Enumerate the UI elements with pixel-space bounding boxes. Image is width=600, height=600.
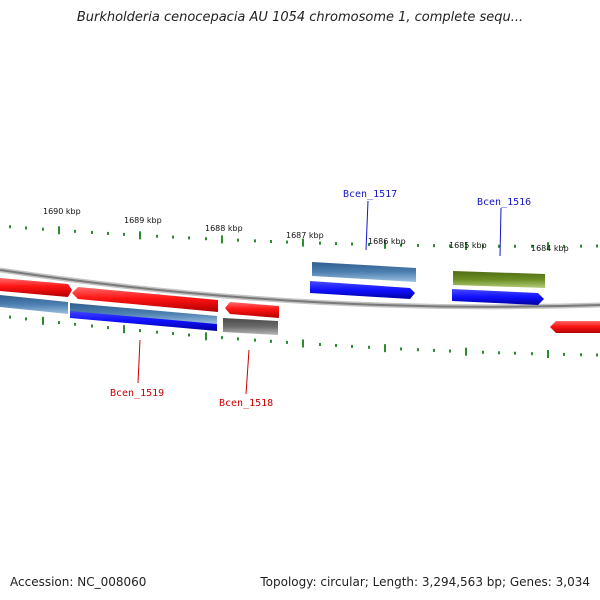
chromosome-backbone-core <box>0 269 600 308</box>
outer-scale-ticks <box>9 225 598 251</box>
leader-bcen-1516 <box>499 207 502 257</box>
gene-feature-blue-lower[interactable] <box>70 310 217 331</box>
gene-feature-red[interactable] <box>0 278 72 297</box>
gene-bcen-1517[interactable] <box>312 262 416 282</box>
gene-bcen-1518[interactable] <box>225 302 279 318</box>
scale-label: 1684 kbp <box>531 244 569 253</box>
scale-label: 1685 kbp <box>449 241 487 250</box>
scale-label: 1687 kbp <box>286 231 324 240</box>
accession-text: Accession: NC_008060 <box>10 575 147 589</box>
gene-label-bcen-1516[interactable]: Bcen_1516 <box>477 197 531 208</box>
scale-label: 1688 kbp <box>205 224 243 233</box>
gene-feature-steel-left[interactable] <box>0 295 68 314</box>
gene-label-bcen-1518[interactable]: Bcen_1518 <box>219 398 273 409</box>
map-title: Burkholderia cenocepacia AU 1054 chromos… <box>76 10 524 25</box>
summary-text: Topology: circular; Length: 3,294,563 bp… <box>260 575 590 589</box>
leader-bcen-1517 <box>365 200 369 251</box>
scale-label: 1689 kbp <box>124 216 162 225</box>
leader-bcen-1518 <box>245 349 250 395</box>
gene-feature-steel-lower[interactable] <box>70 303 217 324</box>
gene-feature-red-right[interactable] <box>550 321 600 333</box>
scale-label: 1690 kbp <box>43 207 81 216</box>
gene-label-bcen-1519[interactable]: Bcen_1519 <box>110 388 164 399</box>
gene-bcen-1519[interactable] <box>72 287 218 312</box>
gene-bcen-1516[interactable] <box>453 271 545 288</box>
gene-label-bcen-1517[interactable]: Bcen_1517 <box>343 189 397 200</box>
inner-scale-ticks <box>9 315 598 359</box>
gene-bcen-1517-strand[interactable] <box>310 281 415 299</box>
scale-label: 1686 kbp <box>368 237 406 246</box>
gene-bcen-1516-strand[interactable] <box>452 289 544 305</box>
leader-bcen-1519 <box>137 339 141 384</box>
gene-bcen-1518-gray[interactable] <box>223 318 278 335</box>
